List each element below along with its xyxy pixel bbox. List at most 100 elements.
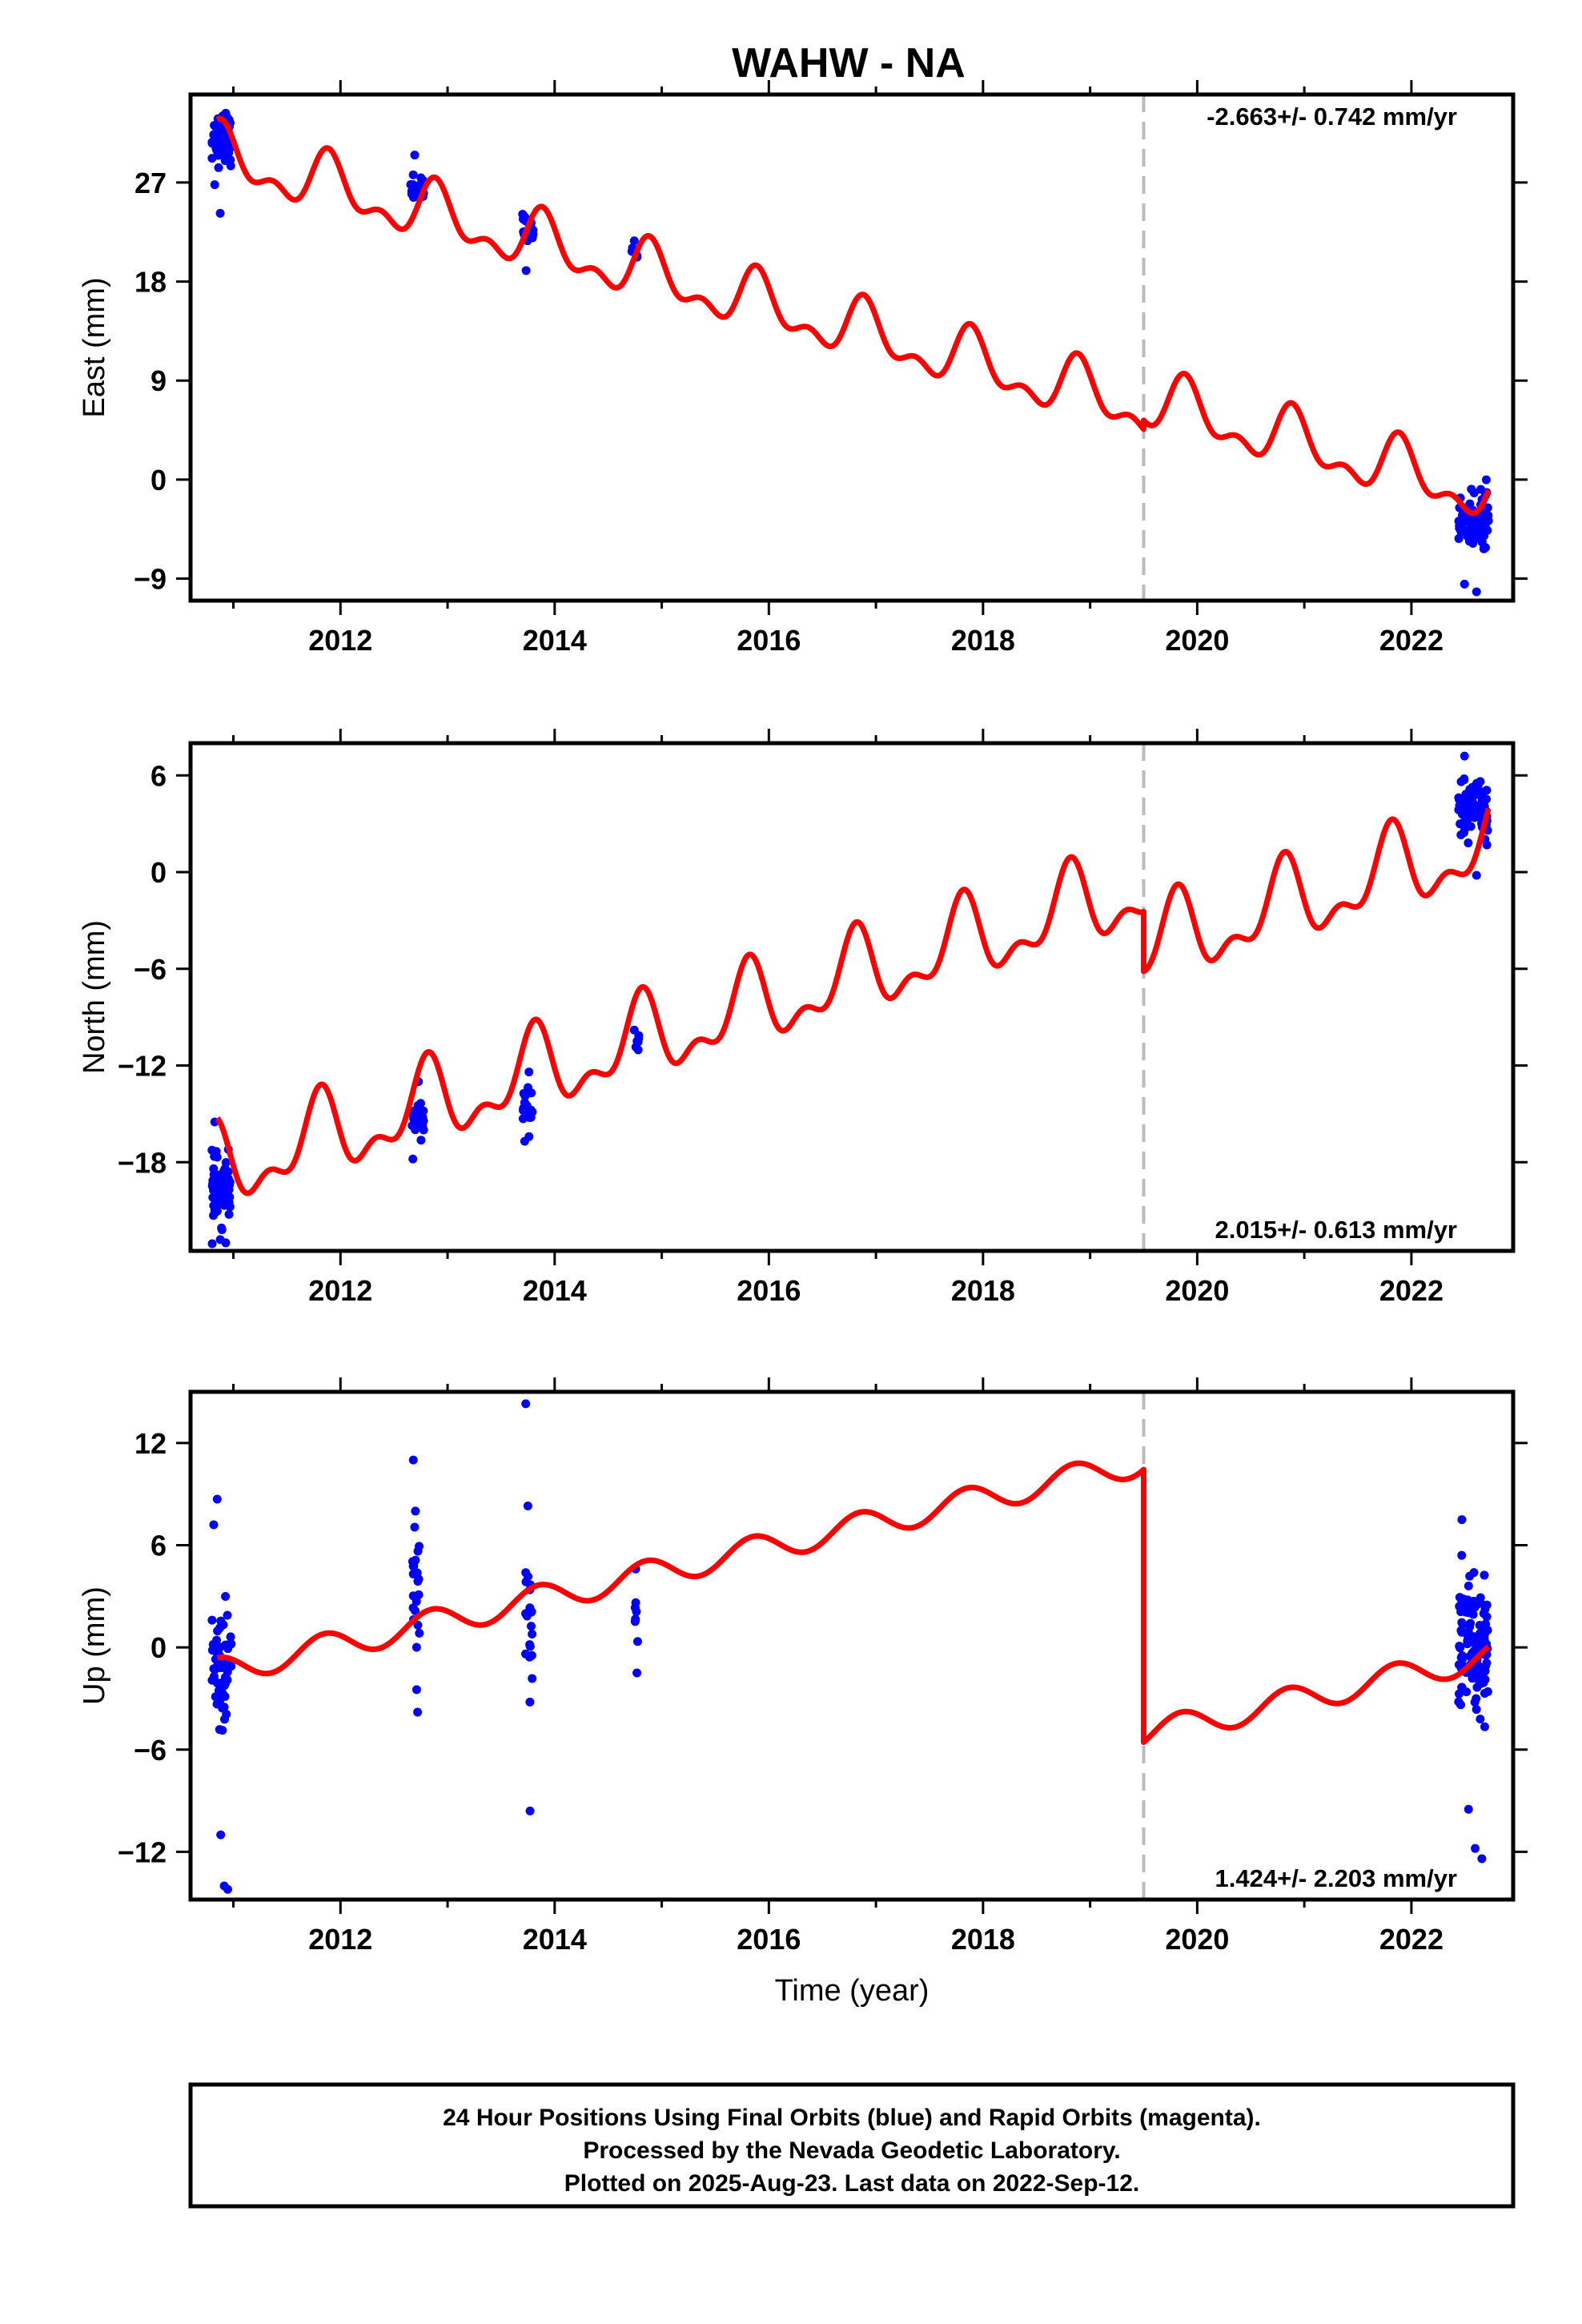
data-point xyxy=(1476,485,1486,494)
data-point xyxy=(1470,806,1480,815)
data-point xyxy=(1480,1722,1489,1731)
y-tick-label: 9 xyxy=(151,364,167,397)
data-point xyxy=(632,1637,642,1647)
y-tick-label: 27 xyxy=(135,167,167,199)
data-point xyxy=(1482,1612,1492,1622)
data-point xyxy=(527,1607,536,1617)
data-point xyxy=(1471,1844,1480,1853)
data-point xyxy=(1470,1645,1480,1655)
data-point xyxy=(632,1036,642,1046)
panel-frame xyxy=(188,92,1516,603)
data-point xyxy=(219,1200,229,1210)
data-point xyxy=(1479,800,1488,810)
data-point xyxy=(412,1118,422,1128)
data-point xyxy=(207,154,217,163)
data-point xyxy=(632,1606,641,1616)
data-points xyxy=(207,108,1493,597)
data-point xyxy=(218,1689,227,1699)
model-curve xyxy=(215,1460,1491,1745)
data-point xyxy=(410,151,420,160)
x-tick-label: 2022 xyxy=(1379,624,1443,657)
x-tick-label: 2016 xyxy=(737,1274,801,1307)
data-point xyxy=(1464,1581,1473,1590)
y-tick-label: 0 xyxy=(151,464,167,497)
data-point xyxy=(223,1644,233,1654)
data-point xyxy=(1464,838,1473,848)
data-point xyxy=(521,266,531,275)
data-point xyxy=(416,1099,425,1108)
data-point xyxy=(210,1201,219,1211)
model-curve xyxy=(215,115,1492,517)
data-point xyxy=(1463,516,1472,525)
data-point xyxy=(1460,751,1469,761)
data-point xyxy=(408,1455,418,1465)
data-point xyxy=(413,1546,423,1556)
y-tick-label: 0 xyxy=(151,1631,167,1664)
data-point xyxy=(1464,529,1473,538)
data-point xyxy=(218,1703,227,1713)
data-point xyxy=(209,1185,219,1195)
x-tick-label: 2012 xyxy=(308,1274,372,1307)
data-point xyxy=(1459,803,1468,813)
data-point xyxy=(216,1616,226,1626)
data-point xyxy=(214,163,223,172)
panel-frame xyxy=(188,741,1516,1253)
data-point xyxy=(212,1152,222,1162)
data-point xyxy=(215,1725,224,1735)
east-panel: −9 0 9 18 27 2012 2014 2016 2018 2020 2022 East (mm… xyxy=(78,80,1528,657)
data-point xyxy=(214,148,223,158)
data-point xyxy=(528,1629,537,1638)
data-point xyxy=(527,1622,536,1631)
data-point xyxy=(211,1664,220,1674)
data-point xyxy=(212,1635,222,1645)
data-point xyxy=(1454,1697,1464,1707)
x-tick-label: 2022 xyxy=(1379,1274,1443,1307)
data-point xyxy=(411,1606,420,1615)
x-tick-label: 2016 xyxy=(737,624,801,657)
data-point xyxy=(416,173,426,183)
rate-label: 1.424+/- 2.203 mm/yr xyxy=(1215,1864,1457,1892)
data-point xyxy=(1476,1715,1485,1724)
data-point xyxy=(207,1145,217,1155)
y-tick-label: 6 xyxy=(151,759,167,792)
data-point xyxy=(631,1598,640,1607)
data-point xyxy=(414,1590,424,1599)
data-point xyxy=(1479,1665,1488,1675)
data-point xyxy=(209,1520,219,1530)
data-point xyxy=(209,1211,219,1220)
data-point xyxy=(223,1884,232,1894)
data-point xyxy=(1472,587,1481,597)
data-point xyxy=(221,1591,231,1601)
data-point xyxy=(1468,792,1477,802)
data-point xyxy=(1457,1627,1467,1637)
data-point xyxy=(224,1209,234,1219)
y-tick-label: −6 xyxy=(134,953,167,986)
data-point xyxy=(528,1674,537,1683)
data-point xyxy=(1457,1618,1467,1627)
y-tick-label: 0 xyxy=(151,856,167,889)
data-point xyxy=(630,1617,640,1626)
data-point xyxy=(1470,1663,1480,1673)
data-point xyxy=(222,152,231,162)
data-point xyxy=(1470,1698,1480,1707)
data-point xyxy=(525,1697,535,1707)
x-tick-label: 2020 xyxy=(1165,1923,1229,1956)
data-point xyxy=(219,1715,229,1724)
data-point xyxy=(524,1572,533,1582)
data-point xyxy=(1472,870,1481,880)
data-point xyxy=(1482,512,1492,521)
data-point xyxy=(521,1399,531,1409)
data-point xyxy=(220,135,230,145)
data-point xyxy=(1476,1629,1485,1638)
y-tick-label: −9 xyxy=(134,563,167,596)
data-point xyxy=(526,1112,536,1122)
data-point xyxy=(1465,785,1475,794)
data-point xyxy=(1477,1854,1487,1864)
data-point xyxy=(520,213,530,223)
data-point xyxy=(411,1506,420,1516)
x-tick-label: 2012 xyxy=(308,1923,372,1956)
y-axis-label: North (mm) xyxy=(78,920,111,1074)
y-tick-label: −12 xyxy=(118,1050,167,1083)
data-point xyxy=(215,1623,225,1633)
